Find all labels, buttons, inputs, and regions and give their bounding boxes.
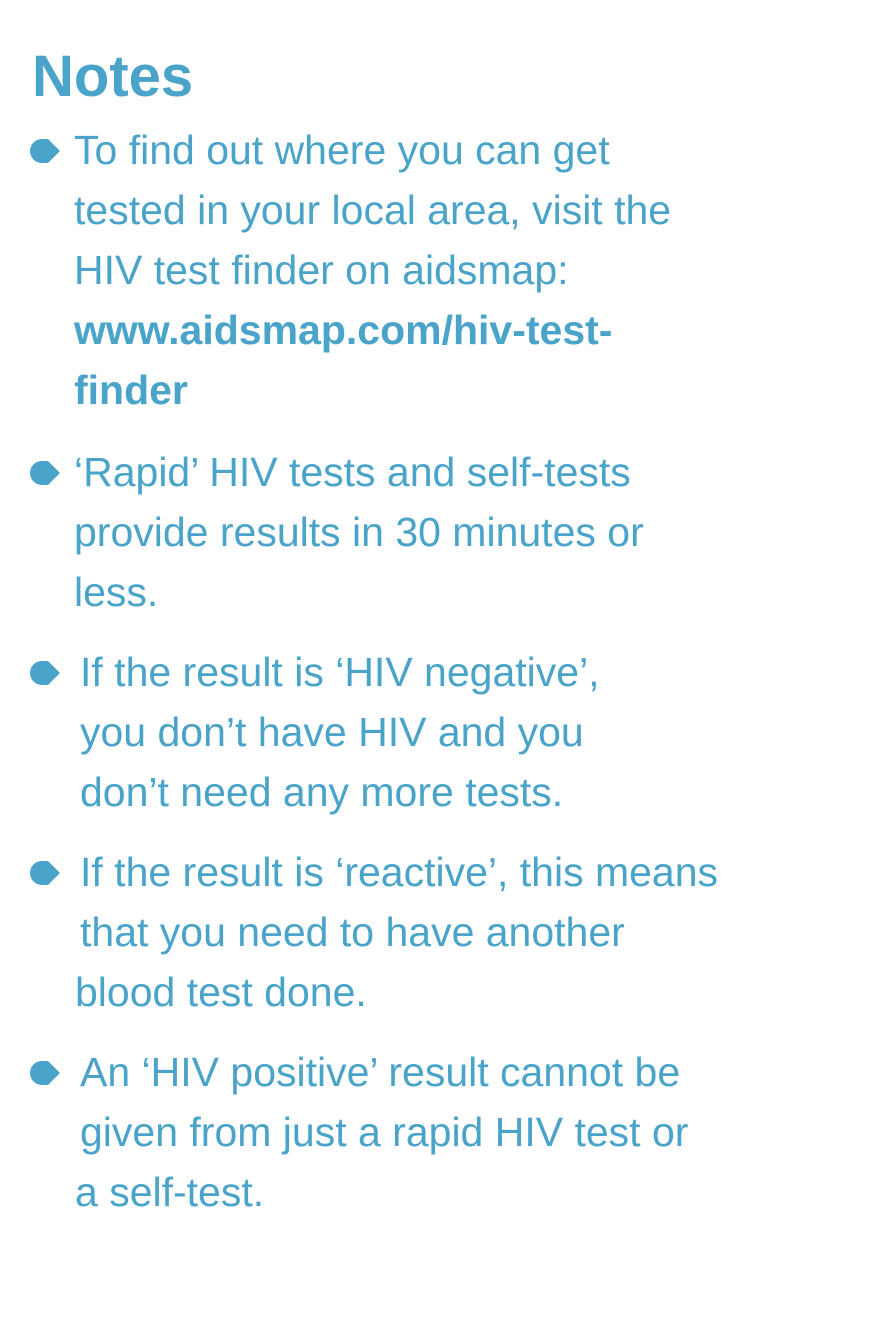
item-text: HIV test finder on aidsmap: bbox=[74, 247, 569, 293]
item-text: blood test done. bbox=[75, 969, 367, 1015]
bullet-icon bbox=[30, 861, 60, 885]
item-text: An ‘HIV positive’ result cannot be bbox=[80, 1049, 681, 1095]
bullet-icon bbox=[30, 1061, 60, 1085]
bullet-icon bbox=[30, 661, 60, 685]
item-text: less. bbox=[74, 569, 159, 615]
aidsmap-link[interactable]: finder bbox=[74, 367, 188, 413]
bullet-icon bbox=[30, 139, 60, 163]
item-text: a self-test. bbox=[75, 1169, 265, 1215]
item-text: you don’t have HIV and you bbox=[80, 709, 584, 755]
item-text: that you need to have another bbox=[80, 909, 625, 955]
item-text: tested in your local area, visit the bbox=[74, 187, 672, 233]
item-text: If the result is ‘HIV negative’, bbox=[80, 649, 600, 695]
page-title: Notes bbox=[32, 44, 194, 109]
aidsmap-link[interactable]: www.aidsmap.com/hiv-test- bbox=[74, 307, 613, 353]
bullet-icon bbox=[30, 461, 60, 485]
item-text: provide results in 30 minutes or bbox=[74, 509, 644, 555]
item-text: If the result is ‘reactive’, this means bbox=[80, 849, 719, 895]
item-text: To find out where you can get bbox=[74, 127, 610, 173]
item-text: don’t need any more tests. bbox=[80, 769, 564, 815]
item-text: given from just a rapid HIV test or bbox=[80, 1109, 689, 1155]
item-text: ‘Rapid’ HIV tests and self-tests bbox=[74, 449, 631, 495]
